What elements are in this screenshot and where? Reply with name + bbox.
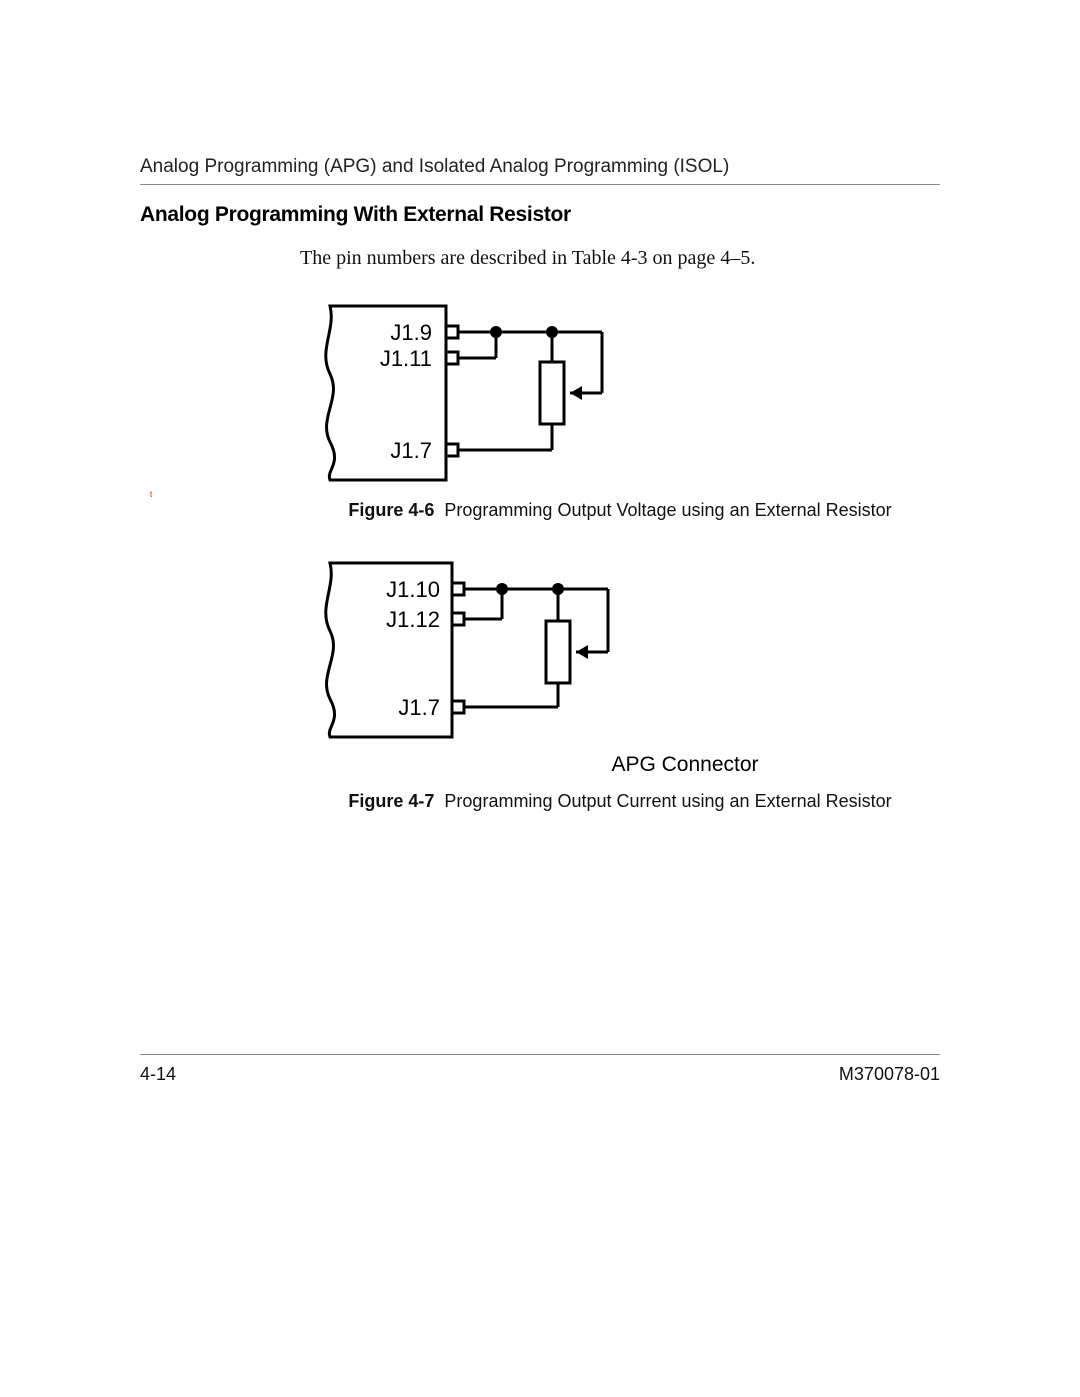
figure-4-6-caption: Figure 4-6 Programming Output Voltage us…	[300, 500, 940, 521]
pin-label-j1-9: J1.9	[390, 320, 432, 345]
figure-4-6-diagram: J1.9 J1.11 J1.7	[306, 300, 646, 486]
figure-4-7-caption: Figure 4-7 Programming Output Current us…	[300, 791, 940, 812]
pin-label-j1-11: J1.11	[380, 346, 432, 371]
figure-4-6-block: J1.9 J1.11 J1.7	[300, 300, 940, 521]
figure-4-7-diagram: J1.10 J1.12 J1.7	[306, 557, 646, 747]
pin-label-j1-12: J1.12	[386, 607, 440, 632]
intro-text: The pin numbers are described in Table 4…	[300, 247, 940, 270]
pin-label-j1-10: J1.10	[386, 577, 440, 602]
red-marker: t	[150, 490, 154, 500]
pin-label-j1-7-b: J1.7	[398, 695, 440, 720]
footer-rule	[140, 1054, 940, 1055]
apg-connector-label: APG Connector	[430, 753, 940, 777]
figure-4-7-caption-text: Programming Output Current using an Exte…	[444, 791, 891, 811]
page-number: 4-14	[140, 1064, 176, 1085]
figure-4-6-number: Figure 4-6	[348, 500, 434, 520]
figure-4-6-caption-text: Programming Output Voltage using an Exte…	[444, 500, 891, 520]
page-content: Analog Programming (APG) and Isolated An…	[140, 156, 940, 848]
section-title: Analog Programming With External Resisto…	[140, 203, 940, 227]
pin-label-j1-7: J1.7	[390, 438, 432, 463]
figure-4-7-number: Figure 4-7	[348, 791, 434, 811]
doc-id: M370078-01	[839, 1064, 940, 1085]
chapter-header: Analog Programming (APG) and Isolated An…	[140, 156, 940, 185]
figure-4-7-block: J1.10 J1.12 J1.7 APG Connector Figu	[300, 557, 940, 812]
page-footer: 4-14 M370078-01	[140, 1064, 940, 1085]
